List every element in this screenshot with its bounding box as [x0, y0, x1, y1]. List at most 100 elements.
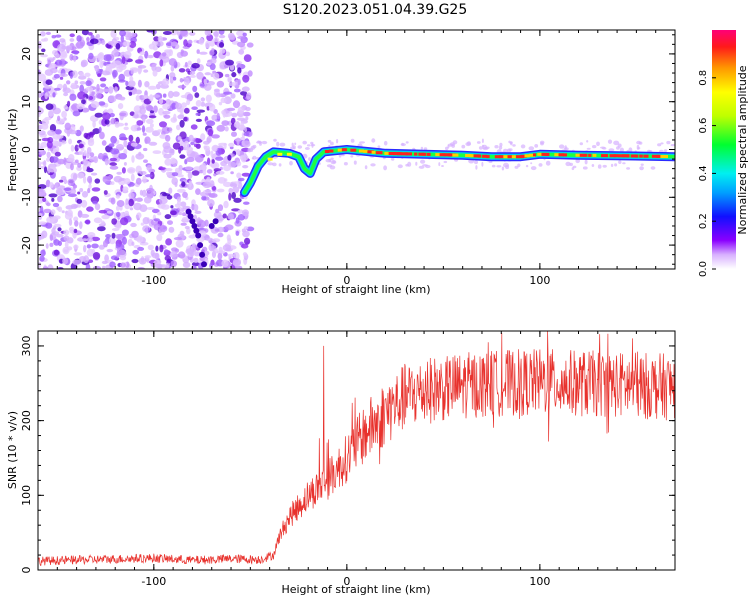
noise-speck [213, 173, 217, 177]
noise-speck [61, 118, 66, 124]
noise-speck [245, 106, 251, 112]
noise-speck [157, 129, 163, 133]
noise-speck [607, 139, 613, 144]
noise-speck [306, 144, 311, 147]
noise-speck [201, 195, 207, 201]
noise-speck [481, 138, 484, 144]
noise-speck [187, 39, 193, 45]
noise-speck [54, 53, 60, 59]
noise-speck [238, 177, 245, 182]
noise-speck [202, 181, 212, 188]
noise-speck [195, 112, 201, 116]
noise-speck [78, 150, 84, 155]
noise-speck [115, 194, 121, 199]
noise-speck [152, 150, 162, 155]
noise-speck [118, 153, 127, 160]
noise-speck [40, 249, 46, 257]
noise-speck [208, 103, 216, 112]
noise-speck [586, 140, 589, 143]
noise-speck [141, 189, 147, 197]
noise-speck [189, 31, 196, 36]
noise-speck [172, 91, 180, 97]
noise-speck [91, 91, 96, 95]
noise-speck [130, 69, 134, 75]
noise-speck [80, 213, 90, 218]
noise-speck [51, 197, 55, 202]
noise-speck [38, 199, 43, 204]
noise-speck [195, 100, 202, 107]
noise-speck [38, 188, 46, 196]
signal-hotspot [584, 153, 588, 157]
noise-speck [241, 38, 248, 43]
noise-speck [38, 261, 42, 269]
noise-speck [56, 134, 64, 139]
x-tick-label: 0 [343, 575, 350, 588]
noise-speck [54, 151, 61, 157]
noise-speck [107, 210, 112, 214]
noise-speck [109, 237, 116, 245]
noise-speck [475, 165, 478, 170]
noise-speck [467, 141, 471, 146]
noise-speck [39, 205, 44, 214]
noise-speck [38, 130, 46, 136]
noise-speck [336, 139, 339, 144]
noise-speck [575, 158, 580, 164]
signal-hotspot [634, 154, 639, 158]
noise-speck [227, 154, 232, 161]
noise-speck [197, 242, 204, 249]
noise-speck [167, 90, 174, 99]
noise-speck [161, 193, 171, 197]
noise-speck [78, 256, 87, 262]
noise-speck [38, 41, 42, 49]
noise-speck [517, 163, 521, 168]
noise-speck [636, 144, 640, 150]
noise-speck [154, 263, 163, 269]
signal-hotspot [363, 149, 368, 153]
noise-speck [187, 171, 193, 179]
noise-speck [169, 75, 174, 84]
noise-speck [592, 145, 597, 149]
noise-speck [152, 69, 158, 77]
noise-speck [148, 115, 157, 119]
noise-speck [139, 51, 146, 56]
noise-speck [99, 77, 107, 82]
noise-speck [571, 167, 575, 171]
noise-speck [45, 79, 53, 85]
noise-speck [162, 78, 170, 86]
noise-speck [115, 43, 121, 50]
noise-speck [370, 163, 376, 167]
noise-speck [508, 148, 513, 152]
noise-speck [52, 226, 57, 230]
noise-speck [146, 188, 155, 193]
noise-speck [49, 242, 54, 247]
noise-speck [165, 238, 173, 246]
noise-speck [157, 35, 163, 43]
signal-hotspot [469, 154, 474, 158]
noise-speck [257, 140, 260, 144]
noise-speck [203, 189, 212, 194]
noise-speck [169, 251, 178, 258]
noise-speck [139, 204, 148, 213]
noise-speck [162, 103, 171, 110]
noise-speck [110, 255, 119, 260]
signal-hotspot [465, 154, 472, 157]
noise-speck [639, 166, 644, 171]
noise-speck [87, 139, 95, 147]
noise-speck [216, 80, 225, 88]
noise-speck [190, 250, 194, 257]
noise-speck [94, 112, 103, 118]
noise-speck [150, 249, 155, 257]
noise-speck [110, 197, 116, 205]
noise-speck [101, 214, 110, 220]
noise-speck [222, 213, 227, 219]
noise-speck [114, 121, 120, 128]
noise-speck [142, 132, 147, 136]
noise-speck [130, 222, 137, 228]
noise-speck [508, 140, 511, 144]
noise-speck [206, 169, 213, 174]
noise-speck [98, 126, 102, 133]
noise-speck [215, 208, 220, 214]
noise-speck [77, 162, 82, 168]
noise-speck [209, 63, 216, 71]
